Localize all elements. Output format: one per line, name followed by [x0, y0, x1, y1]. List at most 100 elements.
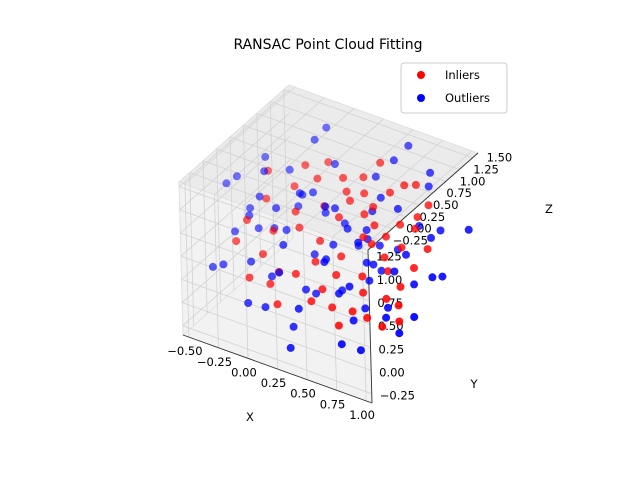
outlier-point	[404, 141, 413, 150]
outlier-point	[231, 227, 239, 236]
outlier-point	[247, 257, 256, 266]
outlier-point	[261, 152, 270, 161]
x-gridline	[332, 237, 337, 391]
outlier-point	[343, 224, 352, 233]
inlier-point	[245, 273, 254, 282]
outlier-point	[279, 240, 288, 249]
z-tick-label: 1.50	[487, 151, 513, 165]
inlier-point	[324, 158, 333, 167]
outlier-point	[438, 272, 447, 281]
inlier-point	[397, 243, 406, 252]
outlier-point	[335, 289, 343, 298]
legend: Inliers Outliers	[400, 62, 508, 114]
outlier-point	[377, 266, 386, 275]
inlier-point	[380, 253, 389, 262]
inlier-point	[232, 237, 241, 246]
z-gridline	[229, 137, 235, 291]
outlier-point	[289, 322, 298, 331]
inlier-point	[334, 321, 343, 330]
inlier-point	[400, 181, 409, 190]
x-gridline	[184, 184, 190, 338]
outlier-point	[282, 226, 291, 234]
inlier-point	[346, 196, 354, 205]
outlier-point	[349, 316, 358, 325]
outlier-point	[395, 329, 404, 338]
outlier-point	[302, 285, 310, 294]
outlier-point	[402, 250, 410, 259]
outlier-point	[362, 226, 371, 235]
inlier-point	[269, 226, 278, 235]
inlier-point	[369, 203, 378, 211]
inlier-point	[291, 269, 300, 278]
inlier-point	[301, 161, 310, 170]
outlier-point	[464, 225, 473, 234]
outlier-point	[371, 172, 380, 181]
inlier-point	[307, 297, 316, 306]
inlier-point	[359, 288, 368, 297]
inlier-point	[259, 250, 267, 259]
outlier-point	[321, 208, 330, 217]
outlier-point	[389, 156, 398, 165]
outlier-point	[361, 304, 370, 313]
x-gridline	[243, 205, 249, 359]
inlier-point	[243, 216, 251, 224]
x-tick-label: 0.25	[261, 376, 287, 390]
outlier-point	[244, 299, 253, 307]
z-gridline	[216, 148, 221, 302]
inlier-point	[382, 232, 390, 241]
outlier-point	[375, 241, 384, 250]
outlier-point	[208, 262, 217, 271]
outlier-point	[424, 182, 433, 191]
x-axis-line	[182, 334, 373, 404]
x-axis-label: X	[246, 410, 254, 424]
z-gridline	[202, 160, 208, 314]
outlier-point	[436, 226, 445, 235]
outlier-point	[393, 204, 402, 213]
inlier-point	[360, 189, 369, 198]
outlier-point	[255, 192, 264, 201]
outlier-point	[320, 258, 329, 267]
data-points	[208, 123, 473, 355]
inlier-point	[339, 173, 348, 182]
z-gridline	[189, 172, 195, 326]
y-tick-label: 0.00	[379, 366, 405, 380]
inlier-point	[413, 213, 422, 222]
inlier-point	[396, 282, 405, 291]
x-gridline	[214, 97, 325, 196]
inlier-point	[342, 187, 351, 196]
x-gridline	[302, 226, 308, 380]
outlier-point	[246, 204, 255, 213]
inlier-point	[311, 257, 320, 266]
z-tick-label: 0.25	[420, 210, 446, 224]
inlier-point	[328, 303, 337, 312]
inlier-point	[266, 279, 275, 288]
outlier-point	[390, 267, 399, 276]
outlier-point	[309, 188, 317, 197]
inlier-point	[358, 272, 367, 281]
outlier-point	[310, 250, 319, 259]
inlier-point	[337, 252, 346, 261]
inlier-point	[348, 307, 357, 316]
outlier-point	[285, 165, 294, 174]
y-gridline	[180, 232, 370, 302]
outlier-point	[254, 224, 263, 233]
x-tick-label: 1.00	[349, 408, 375, 422]
outlier-point	[382, 313, 391, 322]
inlier-point	[273, 300, 282, 309]
outlier-point	[354, 238, 363, 247]
outlier-point	[427, 233, 435, 242]
z-tick-label: 0.75	[446, 186, 472, 200]
inlier-point	[290, 182, 299, 191]
inlier-point	[313, 174, 322, 183]
legend-label-inliers: Inliers	[445, 68, 480, 82]
outlier-point	[321, 202, 330, 211]
inlier-point	[360, 210, 369, 219]
y-axis-label: Y	[469, 377, 478, 391]
inlier-point	[424, 201, 433, 210]
z-gridline	[242, 125, 248, 279]
z-tick-label: 0.50	[433, 198, 459, 212]
outlier-point	[410, 280, 419, 289]
inlier-point	[394, 301, 403, 310]
y-gridline	[182, 302, 372, 371]
inlier-point	[318, 285, 327, 294]
